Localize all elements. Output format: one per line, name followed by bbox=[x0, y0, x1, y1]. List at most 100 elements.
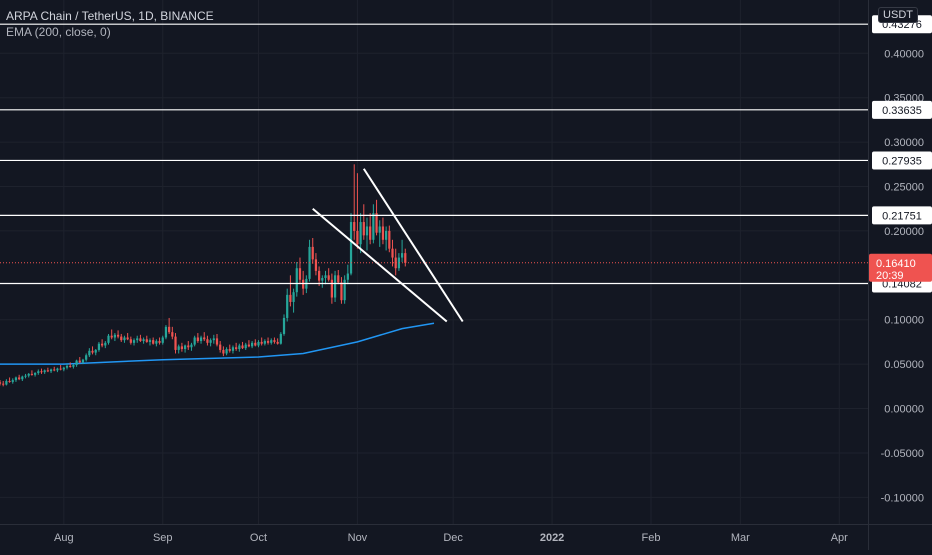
time-tick-label: Oct bbox=[250, 532, 267, 544]
candle bbox=[340, 277, 343, 304]
price-axis[interactable]: 0.400000.350000.300000.250000.200000.100… bbox=[881, 48, 924, 504]
candle-body bbox=[238, 345, 241, 350]
candle-body bbox=[222, 349, 225, 354]
time-tick-label: Apr bbox=[831, 532, 848, 544]
candle bbox=[327, 268, 330, 282]
current-price-label: 0.16410 bbox=[876, 258, 916, 270]
candle bbox=[129, 336, 132, 345]
wedge-trend-line[interactable] bbox=[312, 207, 448, 323]
candle-body bbox=[327, 275, 330, 280]
candle-body bbox=[295, 268, 298, 293]
candle-body bbox=[21, 376, 24, 380]
candle-body bbox=[120, 336, 123, 341]
candle bbox=[388, 225, 391, 253]
candle bbox=[91, 346, 94, 355]
time-tick-label: 2022 bbox=[540, 532, 564, 544]
candle bbox=[18, 374, 21, 381]
candle-body bbox=[228, 349, 231, 351]
candle-body bbox=[81, 359, 85, 363]
price-tick-label: 0.00000 bbox=[884, 404, 924, 416]
candle bbox=[145, 335, 148, 343]
candle-body bbox=[158, 341, 161, 343]
candle-body bbox=[206, 339, 209, 343]
candle bbox=[0, 380, 2, 386]
candle-body bbox=[126, 337, 129, 340]
candle-body bbox=[266, 341, 270, 343]
candle-body bbox=[94, 349, 97, 353]
candle bbox=[346, 264, 349, 285]
candle-body bbox=[11, 380, 14, 382]
candles bbox=[0, 164, 407, 387]
candle bbox=[343, 275, 346, 304]
candle-body bbox=[33, 373, 37, 375]
candle-body bbox=[97, 343, 101, 350]
candle bbox=[279, 332, 282, 345]
candle bbox=[238, 343, 241, 352]
candle-body bbox=[187, 345, 190, 348]
candle-body bbox=[394, 257, 397, 269]
price-tick-label: 0.10000 bbox=[884, 315, 924, 327]
time-axis[interactable]: Aug Sep Oct Nov Dec 2022 Feb Mar Apr bbox=[54, 532, 848, 544]
candle bbox=[241, 341, 244, 350]
candle bbox=[212, 334, 215, 344]
candle bbox=[372, 204, 375, 244]
candle-body bbox=[292, 292, 295, 302]
price-tick-label: -0.05000 bbox=[881, 448, 924, 460]
candle bbox=[94, 349, 97, 356]
candle-body bbox=[391, 248, 394, 258]
candle-body bbox=[171, 332, 174, 337]
candle bbox=[298, 257, 302, 285]
candle-body bbox=[225, 349, 228, 354]
candle-body bbox=[359, 222, 362, 245]
candle-body bbox=[212, 338, 215, 341]
candle bbox=[250, 341, 254, 349]
candle bbox=[110, 329, 113, 340]
candle-body bbox=[91, 350, 94, 353]
ema-indicator-label[interactable]: EMA (200, close, 0) bbox=[6, 25, 111, 39]
level-tag-bg bbox=[872, 206, 932, 225]
candle-body bbox=[282, 317, 286, 334]
candle-body bbox=[59, 368, 62, 370]
candle bbox=[75, 359, 78, 367]
level-tag-label: 0.33635 bbox=[882, 105, 922, 117]
candle-body bbox=[190, 344, 193, 348]
candle-body bbox=[276, 341, 279, 344]
candle bbox=[314, 253, 318, 276]
candle bbox=[116, 330, 120, 339]
candle bbox=[222, 346, 225, 357]
candle-body bbox=[324, 275, 327, 278]
candle-body bbox=[0, 382, 2, 384]
candle-body bbox=[49, 369, 53, 372]
candle bbox=[187, 341, 190, 350]
wedge-trend-line[interactable] bbox=[362, 168, 464, 323]
candle-body bbox=[375, 213, 378, 233]
candle-body bbox=[257, 341, 260, 346]
candle bbox=[81, 358, 85, 365]
currency-label[interactable]: USDT bbox=[878, 7, 918, 23]
candle bbox=[254, 339, 257, 347]
candle bbox=[101, 339, 104, 348]
symbol-title[interactable]: ARPA Chain / TetherUS, 1D, BINANCE bbox=[6, 9, 214, 23]
candle bbox=[385, 226, 388, 251]
candle-body bbox=[69, 365, 72, 367]
candle-body bbox=[254, 342, 257, 346]
candle-body bbox=[273, 340, 276, 342]
chart-legend: ARPA Chain / TetherUS, 1D, BINANCE EMA (… bbox=[6, 8, 214, 40]
candle bbox=[349, 213, 353, 276]
candle-body bbox=[365, 226, 369, 236]
candle bbox=[177, 344, 180, 354]
candle-body bbox=[78, 360, 81, 363]
candle-body bbox=[388, 230, 391, 249]
candle-body bbox=[14, 377, 18, 381]
price-tick-label: 0.20000 bbox=[884, 226, 924, 238]
candle-body bbox=[164, 326, 168, 338]
candle bbox=[21, 375, 24, 382]
candle-body bbox=[337, 275, 340, 283]
candle-body bbox=[199, 337, 203, 342]
falling-wedge[interactable] bbox=[312, 168, 464, 323]
candle-body bbox=[174, 336, 177, 350]
horizontal-levels[interactable] bbox=[0, 23, 868, 285]
candle bbox=[104, 341, 107, 349]
